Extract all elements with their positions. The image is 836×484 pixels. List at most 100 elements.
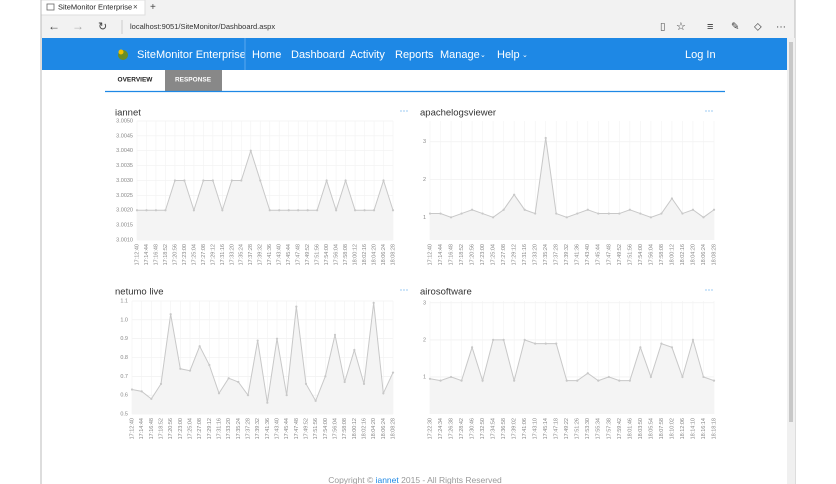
more-button[interactable]: ···: [776, 22, 786, 33]
x-tick-label: 17:33:20: [226, 418, 232, 439]
point: [597, 379, 600, 382]
nav-item[interactable]: Activity: [350, 49, 385, 61]
tab-label[interactable]: OVERVIEW: [118, 77, 154, 84]
x-tick-label: 17:37:28: [248, 244, 254, 265]
point: [266, 401, 269, 404]
back-button[interactable]: ←: [48, 19, 60, 33]
point: [372, 209, 376, 212]
x-tick-label: 17:47:48: [296, 244, 302, 265]
point: [237, 380, 240, 384]
point: [173, 179, 177, 182]
point: [481, 212, 484, 215]
nav-item[interactable]: Reports: [395, 49, 434, 61]
x-tick-label: 17:35:24: [236, 418, 242, 439]
point: [287, 209, 290, 212]
nav-item[interactable]: Manage: [440, 49, 480, 61]
footer-link[interactable]: iannet: [376, 475, 400, 484]
x-tick-label: 18:04:20: [371, 244, 377, 265]
tab-response[interactable]: [165, 70, 222, 91]
chart-menu[interactable]: ···: [400, 284, 409, 294]
y-tick-label: 1.1: [120, 298, 128, 304]
point: [230, 179, 233, 182]
point: [470, 208, 474, 211]
x-tick-label: 17:47:18: [554, 418, 560, 439]
x-tick-label: 17:31:16: [220, 244, 226, 265]
x-tick-label: 17:27:08: [197, 418, 203, 439]
point: [523, 338, 526, 342]
x-tick-label: 17:18:52: [459, 244, 465, 265]
tab-label[interactable]: RESPONSE: [175, 77, 212, 84]
x-tick-label: 17:28:42: [459, 418, 465, 439]
point: [179, 367, 182, 370]
x-tick-label: 17:20:56: [172, 244, 178, 265]
point: [502, 338, 505, 342]
new-tab[interactable]: +: [150, 2, 156, 13]
y-tick-label: 0.8: [120, 355, 128, 361]
x-tick-label: 18:01:46: [627, 418, 633, 439]
tab-overview[interactable]: [105, 70, 165, 91]
point: [618, 379, 621, 382]
point: [249, 149, 252, 152]
x-tick-label: 17:27:08: [501, 244, 507, 265]
login-link[interactable]: Log In: [685, 49, 716, 61]
point: [256, 339, 259, 342]
point: [135, 209, 139, 212]
tab-close[interactable]: ×: [133, 3, 138, 12]
chart-title: iannet: [115, 108, 141, 119]
point: [481, 379, 484, 382]
point: [586, 208, 589, 211]
x-tick-label: 17:41:36: [575, 244, 581, 265]
point: [353, 348, 356, 352]
refresh-button[interactable]: ↻: [98, 21, 107, 33]
x-tick-label: 17:54:00: [323, 418, 329, 439]
favorite-button[interactable]: ☆: [676, 21, 686, 33]
x-tick-label: 17:14:44: [144, 244, 150, 265]
brand[interactable]: SiteMonitor Enterprise: [137, 49, 246, 61]
x-tick-label: 17:31:16: [216, 418, 222, 439]
point: [198, 345, 201, 348]
point: [335, 209, 338, 212]
point: [188, 369, 192, 372]
chart-menu[interactable]: ···: [705, 284, 714, 294]
point: [150, 397, 153, 401]
reading-view[interactable]: ▯: [660, 22, 666, 33]
x-tick-label: 17:16:48: [153, 244, 159, 265]
x-tick-label: 17:14:44: [438, 244, 444, 265]
x-tick-label: 17:41:36: [267, 244, 273, 265]
note-button[interactable]: ✎: [731, 22, 739, 33]
nav-item[interactable]: Home: [252, 49, 281, 61]
chart-menu[interactable]: ···: [705, 105, 714, 115]
point: [586, 372, 589, 375]
tab-title: SiteMonitor Enterprise: [58, 2, 132, 11]
share-button[interactable]: ◇: [754, 22, 762, 33]
line: [429, 338, 715, 383]
y-tick-label: 1.0: [120, 317, 128, 323]
x-tick-label: 17:33:20: [533, 244, 539, 265]
x-tick-label: 18:02:16: [362, 244, 368, 265]
x-tick-label: 17:51:26: [575, 418, 581, 439]
x-tick-label: 17:22:30: [427, 418, 433, 439]
point: [324, 375, 327, 378]
nav-item[interactable]: Dashboard: [291, 49, 345, 61]
point: [391, 209, 395, 212]
scrollbar-thumb[interactable]: [789, 42, 793, 422]
point: [702, 375, 705, 379]
x-tick-label: 17:56:04: [332, 418, 338, 439]
area: [132, 302, 393, 414]
x-tick-label: 17:12:40: [134, 244, 140, 265]
hub-button[interactable]: ≡: [707, 21, 713, 33]
x-tick-label: 17:35:24: [543, 244, 549, 265]
x-tick-label: 17:56:04: [334, 244, 340, 265]
y-tick-label: 3.0025: [116, 193, 133, 199]
x-tick-label: 17:54:00: [324, 244, 330, 265]
x-tick-label: 18:08:28: [390, 244, 396, 265]
chart-menu[interactable]: ···: [400, 105, 409, 115]
address-bar[interactable]: localhost:9051/SiteMonitor/Dashboard.asp…: [130, 22, 275, 31]
x-tick-label: 18:18:18: [711, 418, 717, 439]
nav-item[interactable]: Help: [497, 49, 520, 61]
x-tick-label: 17:12:40: [427, 244, 433, 265]
point: [628, 379, 631, 382]
point: [670, 197, 674, 200]
forward-button[interactable]: →: [72, 19, 84, 33]
